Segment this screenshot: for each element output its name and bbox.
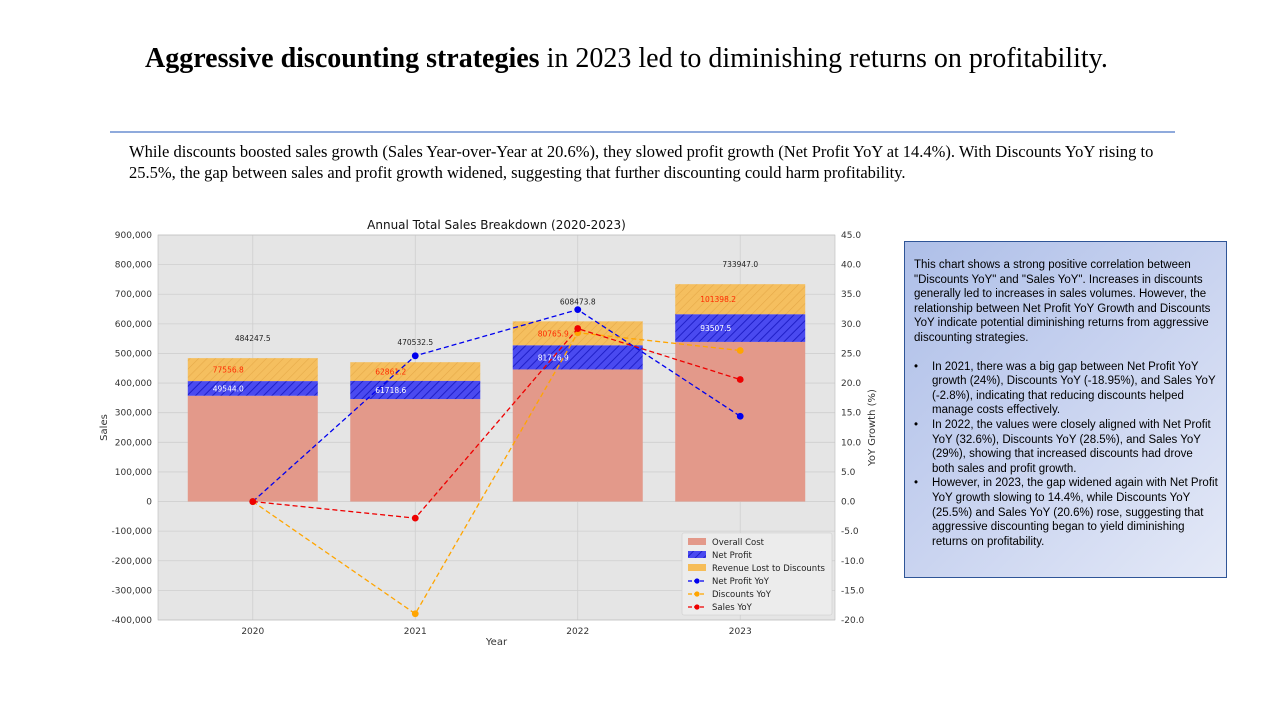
total-sales-data-label: 733947.0 bbox=[722, 260, 758, 269]
total-sales-data-label: 470532.5 bbox=[397, 338, 433, 347]
legend-box bbox=[681, 532, 833, 616]
y2-tick-label: -20.0 bbox=[841, 616, 865, 626]
insight-bullet-2021: In 2021, there was a big gap between Net… bbox=[914, 360, 1218, 418]
net-profit-yoy-line bbox=[252, 308, 741, 503]
y2-tick-label: 35.0 bbox=[841, 290, 861, 300]
sales-yoy-point bbox=[249, 498, 257, 505]
y-tick-label: 600,000 bbox=[115, 320, 152, 330]
legend-swatch-marker bbox=[694, 604, 700, 610]
bar-revenue-lost-to-discounts bbox=[675, 284, 806, 315]
legend-swatch-bar bbox=[688, 564, 706, 571]
bar-overall-cost bbox=[350, 399, 481, 502]
y2-tick-label: -5.0 bbox=[841, 527, 859, 537]
legend-label: Net Profit bbox=[712, 551, 752, 561]
insight-bullet-2022: In 2022, the values were closely aligned… bbox=[914, 418, 1218, 476]
y-tick-label: 300,000 bbox=[115, 409, 152, 419]
discount-data-label: 77556.8 bbox=[213, 366, 244, 375]
discount-data-label: 62861.2 bbox=[375, 367, 406, 376]
chart-title: Annual Total Sales Breakdown (2020-2023) bbox=[367, 218, 626, 232]
discounts-yoy-line bbox=[252, 332, 741, 615]
y-tick-label: -200,000 bbox=[112, 557, 153, 567]
sales-yoy-point bbox=[574, 325, 582, 332]
net-profit-yoy-point bbox=[736, 412, 744, 420]
insights-intro: This chart shows a strong positive corre… bbox=[914, 259, 1211, 344]
legend-label: Discounts YoY bbox=[712, 590, 772, 600]
legend-swatch-bar bbox=[688, 551, 706, 558]
insights-bullet-list: In 2021, there was a big gap between Net… bbox=[914, 360, 1218, 550]
legend-label: Overall Cost bbox=[712, 538, 765, 548]
bar-revenue-lost-to-discounts bbox=[350, 362, 481, 381]
y2-tick-label: 30.0 bbox=[841, 320, 861, 330]
discounts-yoy-point bbox=[736, 347, 744, 354]
y-tick-label: 0 bbox=[146, 498, 152, 508]
y-axis-label: Sales bbox=[99, 414, 110, 441]
bar-net-profit bbox=[187, 381, 318, 396]
legend-label: Revenue Lost to Discounts bbox=[712, 564, 826, 574]
net-profit-data-label: 81726.9 bbox=[538, 353, 569, 362]
y-tick-label: 500,000 bbox=[115, 349, 152, 359]
y-tick-label: 700,000 bbox=[115, 290, 152, 300]
y-tick-label: 100,000 bbox=[115, 468, 152, 478]
x-axis-label: Year bbox=[485, 637, 508, 648]
title-divider bbox=[110, 131, 1175, 133]
net-profit-data-label: 93507.5 bbox=[700, 324, 731, 333]
y2-tick-label: 20.0 bbox=[841, 379, 861, 389]
bar-overall-cost bbox=[675, 341, 806, 502]
y2-tick-label: 0.0 bbox=[841, 498, 856, 508]
x-tick-label: 2021 bbox=[404, 627, 427, 637]
sales-yoy-point bbox=[411, 514, 419, 522]
y-tick-label: -300,000 bbox=[112, 586, 153, 596]
insight-bullet-2023: However, in 2023, the gap widened again … bbox=[914, 476, 1218, 549]
y2-tick-label: -10.0 bbox=[841, 557, 865, 567]
slide-subtitle: While discounts boosted sales growth (Sa… bbox=[129, 142, 1154, 182]
sales-breakdown-chart: 900,000 800,000 700,000 600,000 500,000 400,0… bbox=[99, 218, 878, 648]
y-tick-label: -100,000 bbox=[112, 527, 153, 537]
y2-tick-label: 45.0 bbox=[841, 231, 861, 241]
legend-swatch-bar bbox=[688, 538, 706, 545]
net-profit-data-label: 61718.6 bbox=[375, 386, 406, 395]
total-sales-data-label: 484247.5 bbox=[235, 334, 271, 343]
slide-title: Aggressive discounting strategies in 202… bbox=[145, 44, 1145, 73]
y-tick-label: 800,000 bbox=[115, 261, 152, 271]
bar-net-profit bbox=[675, 314, 806, 342]
y2-tick-label: 5.0 bbox=[841, 468, 856, 478]
plot-frame bbox=[157, 234, 836, 621]
y2-axis-label: YoY Growth (%) bbox=[867, 389, 878, 467]
y-tick-label: 900,000 bbox=[115, 231, 152, 241]
x-tick-label: 2022 bbox=[566, 627, 589, 637]
legend-label: Sales YoY bbox=[712, 603, 753, 613]
y2-tick-label: 40.0 bbox=[841, 261, 861, 271]
bar-net-profit bbox=[350, 380, 481, 400]
y2-tick-label: 25.0 bbox=[841, 349, 861, 359]
sales-yoy-point bbox=[736, 376, 744, 383]
insights-text-box: This chart shows a strong positive corre… bbox=[904, 241, 1227, 578]
x-tick-label: 2023 bbox=[729, 627, 752, 637]
bar-net-profit bbox=[512, 345, 643, 370]
total-sales-data-label: 608473.8 bbox=[560, 297, 596, 306]
net-profit-yoy-point bbox=[574, 306, 582, 314]
y-tick-label: 200,000 bbox=[115, 438, 152, 448]
x-tick-label: 2020 bbox=[241, 627, 264, 637]
net-profit-yoy-point bbox=[411, 352, 419, 360]
discounts-yoy-point bbox=[411, 610, 419, 618]
discount-data-label: 80765.9 bbox=[538, 329, 569, 338]
slide-title-bold: Aggressive discounting strategies bbox=[145, 43, 540, 74]
y2-tick-label: 15.0 bbox=[841, 409, 861, 419]
legend-swatch-marker bbox=[694, 578, 700, 584]
legend-swatch-marker bbox=[694, 591, 700, 597]
discount-data-label: 101398.2 bbox=[700, 295, 736, 304]
bar-revenue-lost-to-discounts bbox=[187, 358, 318, 382]
net-profit-data-label: 49544.0 bbox=[213, 384, 244, 393]
slide-title-rest: in 2023 led to diminishing returns on pr… bbox=[539, 43, 1108, 74]
y2-tick-label: -15.0 bbox=[841, 586, 865, 596]
y2-tick-label: 10.0 bbox=[841, 438, 861, 448]
sales-yoy-line bbox=[252, 327, 741, 519]
y-tick-label: 400,000 bbox=[115, 379, 152, 389]
legend-label: Net Profit YoY bbox=[712, 577, 770, 587]
bar-overall-cost bbox=[187, 395, 318, 502]
y-tick-label: -400,000 bbox=[112, 616, 153, 626]
bar-overall-cost bbox=[512, 369, 643, 502]
